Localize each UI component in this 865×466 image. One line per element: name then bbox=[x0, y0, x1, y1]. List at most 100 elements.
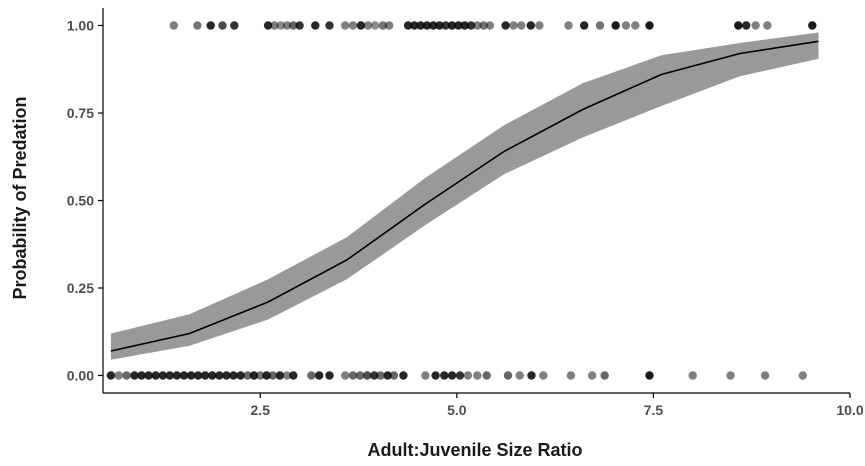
data-point bbox=[726, 371, 735, 380]
data-point bbox=[122, 371, 131, 380]
data-point bbox=[564, 21, 573, 30]
data-point bbox=[243, 371, 252, 380]
data-point bbox=[325, 21, 334, 30]
data-point bbox=[422, 21, 432, 30]
fitted-line bbox=[110, 40, 819, 352]
data-point bbox=[580, 21, 589, 30]
data-point bbox=[621, 21, 631, 30]
data-point bbox=[169, 21, 178, 30]
y-tick-label: 0.25 bbox=[67, 280, 94, 296]
data-point bbox=[751, 21, 760, 30]
data-point bbox=[315, 371, 324, 380]
data-point bbox=[566, 371, 576, 380]
data-point bbox=[611, 21, 620, 30]
data-point bbox=[479, 21, 488, 30]
data-point bbox=[137, 371, 146, 380]
data-point bbox=[193, 21, 202, 30]
data-point bbox=[440, 371, 449, 380]
data-point bbox=[222, 371, 231, 380]
data-point bbox=[595, 21, 605, 30]
data-point bbox=[206, 21, 215, 30]
data-point bbox=[403, 21, 413, 30]
data-point bbox=[218, 21, 227, 30]
data-point bbox=[798, 371, 807, 380]
data-point bbox=[179, 371, 189, 380]
y-tick-label: 1.00 bbox=[67, 18, 94, 34]
data-point bbox=[114, 371, 123, 380]
data-point bbox=[172, 371, 182, 380]
data-point bbox=[270, 21, 279, 30]
data-point bbox=[165, 371, 174, 380]
data-point bbox=[539, 371, 548, 380]
data-point bbox=[282, 21, 292, 30]
data-point bbox=[363, 371, 372, 380]
x-axis-title: Adult:Juvenile Size Ratio bbox=[367, 440, 582, 460]
data-point bbox=[645, 371, 654, 380]
data-point bbox=[441, 21, 450, 30]
data-point bbox=[151, 371, 160, 380]
data-point bbox=[466, 21, 476, 30]
data-point bbox=[447, 371, 457, 380]
data-point bbox=[289, 21, 298, 30]
data-point bbox=[600, 371, 609, 380]
confidence-ribbon bbox=[110, 32, 819, 360]
data-point bbox=[455, 371, 465, 380]
data-point bbox=[236, 371, 245, 380]
data-point bbox=[230, 21, 239, 30]
data-point bbox=[517, 21, 526, 30]
data-point bbox=[763, 21, 772, 30]
data-point bbox=[363, 21, 373, 30]
data-point bbox=[295, 21, 304, 30]
data-point bbox=[193, 371, 203, 380]
data-point bbox=[447, 21, 457, 30]
data-point bbox=[383, 371, 392, 380]
data-point bbox=[341, 21, 350, 30]
data-point bbox=[378, 21, 388, 30]
data-point bbox=[429, 21, 438, 30]
data-point bbox=[158, 371, 167, 380]
data-point bbox=[370, 21, 380, 30]
data-point bbox=[416, 21, 425, 30]
data-point bbox=[503, 371, 513, 380]
data-point bbox=[509, 21, 518, 30]
data-point bbox=[389, 371, 399, 380]
y-tick-label: 0.75 bbox=[67, 105, 94, 121]
data-point bbox=[275, 371, 285, 380]
x-tick-label: 2.5 bbox=[251, 402, 271, 418]
data-point bbox=[268, 371, 277, 380]
data-point bbox=[431, 371, 440, 380]
data-point bbox=[348, 21, 358, 30]
data-point bbox=[421, 371, 430, 380]
data-point bbox=[808, 21, 817, 30]
data-point bbox=[307, 371, 316, 380]
data-point bbox=[527, 371, 536, 380]
x-tick-label: 10.0 bbox=[836, 402, 863, 418]
data-point bbox=[215, 371, 224, 380]
data-point bbox=[734, 21, 743, 30]
data-point bbox=[208, 371, 217, 380]
data-point bbox=[473, 371, 482, 380]
data-point bbox=[535, 21, 544, 30]
data-point bbox=[256, 371, 265, 380]
data-point bbox=[515, 371, 524, 380]
data-point bbox=[348, 371, 358, 380]
data-point bbox=[282, 371, 292, 380]
x-tick-label: 5.0 bbox=[447, 402, 467, 418]
data-point bbox=[130, 371, 139, 380]
data-point bbox=[311, 21, 320, 30]
data-point bbox=[399, 371, 408, 380]
data-point bbox=[341, 371, 350, 380]
data-point bbox=[645, 21, 654, 30]
data-point bbox=[356, 21, 366, 30]
data-point bbox=[262, 371, 271, 380]
data-point bbox=[501, 21, 510, 30]
data-point bbox=[688, 371, 697, 380]
data-point bbox=[473, 21, 482, 30]
data-point bbox=[376, 371, 385, 380]
data-point bbox=[201, 371, 210, 380]
data-point bbox=[460, 21, 469, 30]
data-point bbox=[482, 371, 491, 380]
data-point bbox=[760, 371, 770, 380]
y-tick-label: 0.00 bbox=[67, 368, 94, 384]
